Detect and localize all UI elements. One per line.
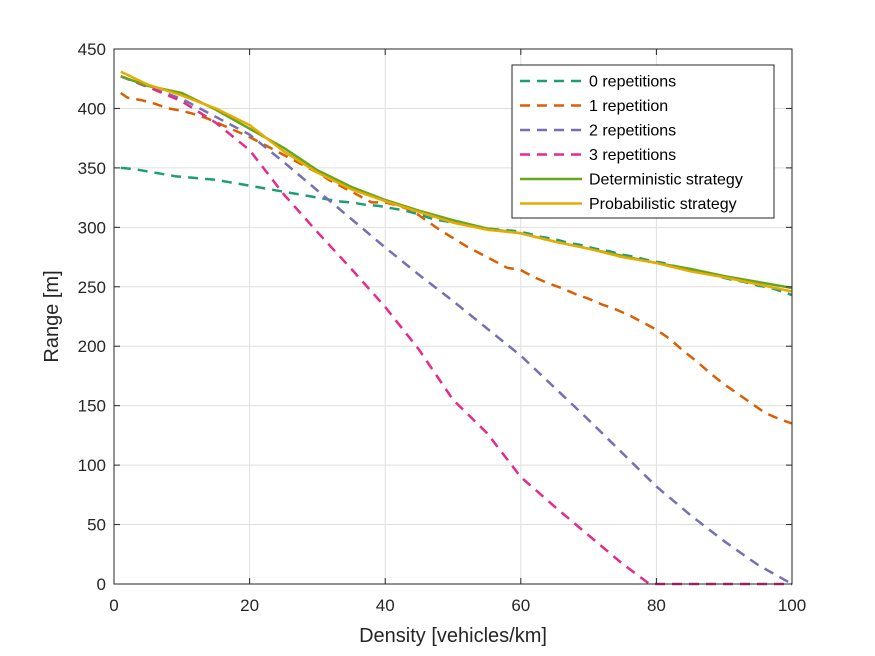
y-tick-label: 250 [78,278,106,297]
legend-label: Probabilistic strategy [589,196,737,213]
series-line-probabilistic-strategy [120,70,793,293]
legend-box [511,64,775,219]
x-axis-label: Density [vehicles/km] [359,625,547,647]
x-tick-label: 100 [778,596,806,615]
series-line-deterministic-strategy [120,75,793,290]
y-tick-label: 300 [78,218,106,237]
y-tick-label: 400 [78,99,106,118]
y-axis-label: Range [m] [41,270,63,362]
legend-label: Deterministic strategy [589,172,743,189]
legend-label: 3 repetitions [589,147,676,164]
legend-label: 1 repetition [589,98,668,115]
x-tick-label: 20 [240,596,259,615]
legend: 0 repetitions 1 repetition 2 repetitions 3 … [511,64,775,219]
y-tick-label: 150 [78,397,106,416]
legend-label: 0 repetitions [589,74,676,91]
legend-label: 2 repetitions [589,123,676,140]
y-tick-label: 200 [78,337,106,356]
y-tick-label: 50 [87,516,106,535]
y-tick-label: 0 [97,575,106,594]
x-tick-label: 0 [109,596,118,615]
plot-frame [113,48,793,585]
x-tick-label: 60 [511,596,530,615]
x-tick-label: 80 [647,596,666,615]
y-tick-label: 350 [78,159,106,178]
y-tick-label: 100 [78,456,106,475]
tick-labels: 0 20 40 60 80 100 0 50 100 150 200 250 300 350 400 450 [78,40,807,615]
series-line-1-repetition [120,91,793,425]
x-tick-label: 40 [376,596,395,615]
y-tick-label: 450 [78,40,106,59]
